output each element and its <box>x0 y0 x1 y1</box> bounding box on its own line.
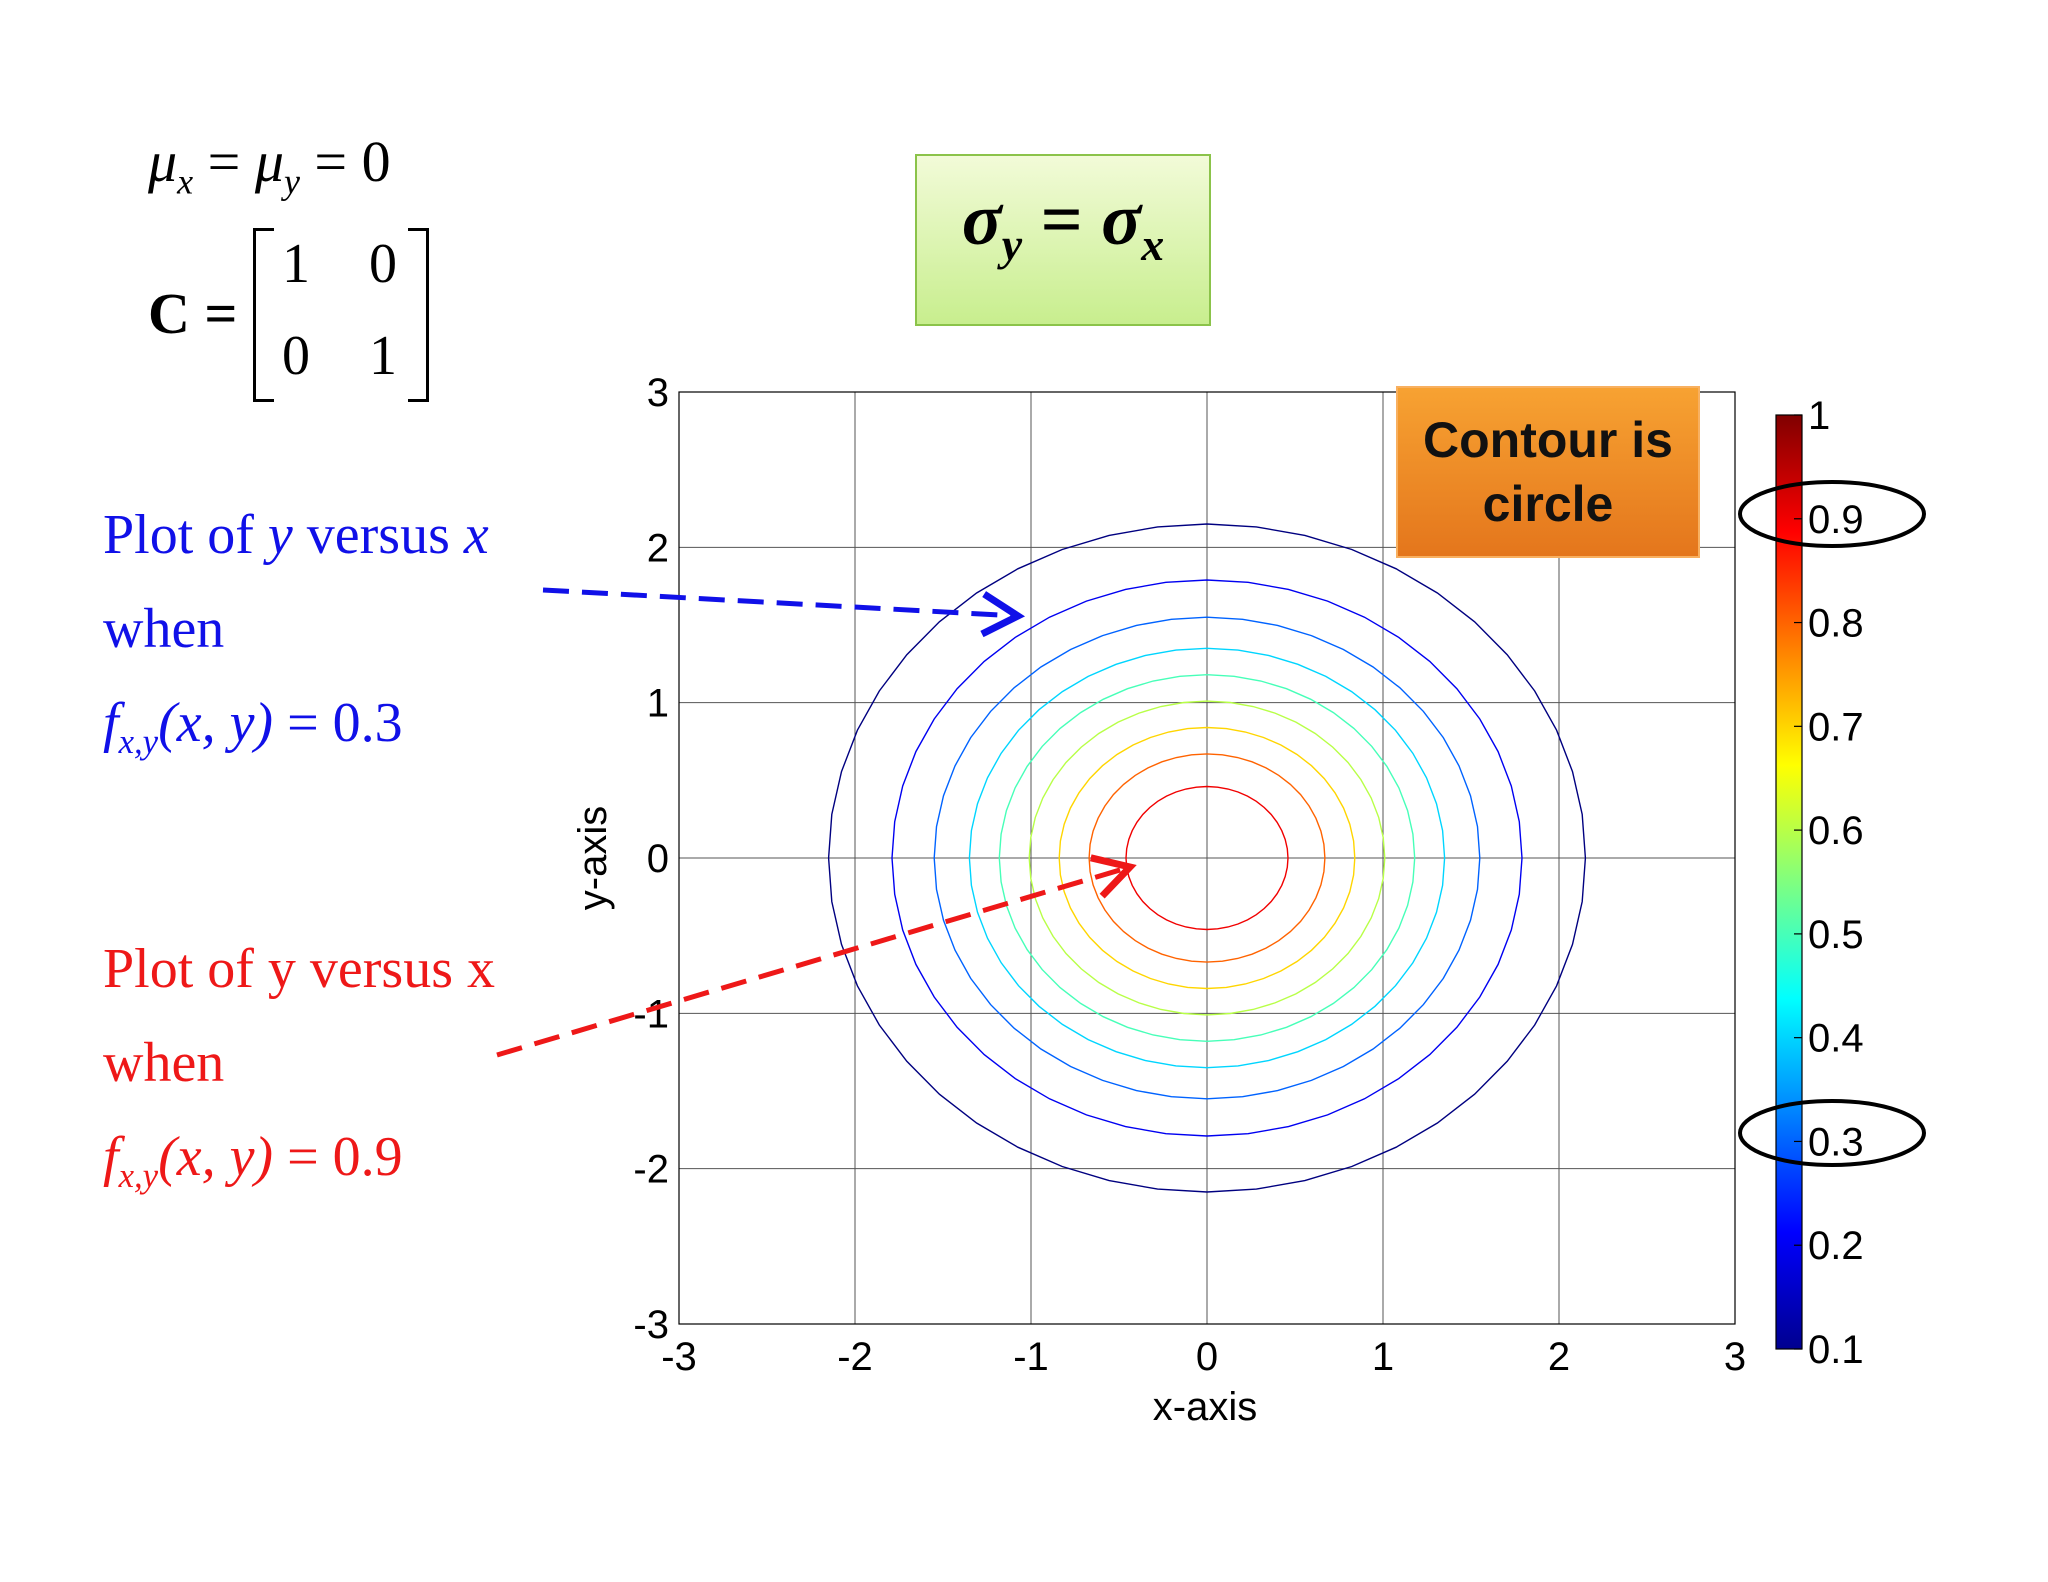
annotation-line-2: when <box>103 598 225 660</box>
colorbar <box>1775 414 1803 1350</box>
highlight-ellipse-0-3 <box>1738 1099 1926 1167</box>
mu-y-symbol: μ <box>254 129 284 194</box>
y-tick-label: -1 <box>633 992 669 1036</box>
x-tick-label: -1 <box>1013 1335 1049 1379</box>
mu-x-symbol: μ <box>148 129 178 194</box>
y-tick-labels: -3 -2 -1 0 1 2 3 <box>633 371 669 1347</box>
contour-line <box>827 523 1587 1193</box>
equals-sign: = <box>207 129 241 194</box>
y-tick-label: 2 <box>647 526 669 570</box>
matrix-cell: 0 <box>282 325 310 387</box>
colorbar-tick-label: 0.2 <box>1808 1224 1864 1268</box>
blue-arrow <box>542 587 1026 638</box>
plot-frame <box>678 391 1736 1325</box>
x-tick-label: 1 <box>1372 1335 1394 1379</box>
red-arrow <box>496 854 1137 1058</box>
y-tick-label: 3 <box>647 371 669 415</box>
y-axis-label: y-axis <box>571 806 615 910</box>
y-tick-label: 0 <box>647 837 669 881</box>
x-axis-label: x-axis <box>1153 1385 1257 1429</box>
matrix-cell: 1 <box>369 325 397 387</box>
sigma-y-symbol: σ <box>961 179 1002 261</box>
colorbar-tick-label: 0.4 <box>1808 1017 1864 1061</box>
colorbar-tick-label: 0.8 <box>1808 602 1864 646</box>
mu-y-subscript: y <box>283 161 300 202</box>
annotation-level-0-9: Plot of y versus x when fx,y(x, y) = 0.9 <box>103 922 495 1223</box>
colorbar-tick-label: 0.6 <box>1808 809 1864 853</box>
contour-callout: Contour is circle <box>1396 386 1700 558</box>
matrix-right-bracket <box>408 228 429 402</box>
x-tick-labels: -3 -2 -1 0 1 2 3 <box>661 1335 1746 1379</box>
mu-x-subscript: x <box>177 161 194 202</box>
equals-sign: = <box>314 129 348 194</box>
covariance-matrix: C = 1 0 0 1 <box>148 228 448 402</box>
y-tick-label: 1 <box>647 682 669 726</box>
colorbar-tick-label: 0.9 <box>1808 498 1864 542</box>
x-tick-label: 3 <box>1724 1335 1746 1379</box>
sigma-equality: σy = σx <box>917 178 1209 271</box>
matrix-cell: 1 <box>282 233 310 295</box>
equals-sign: = <box>1040 179 1083 261</box>
contour-lines <box>827 523 1587 1193</box>
annotation-line-2: when <box>103 1032 225 1094</box>
annotation-function: fx,y(x, y) = 0.9 <box>103 1126 403 1196</box>
contour-line <box>891 579 1523 1137</box>
x-tick-label: -2 <box>837 1335 873 1379</box>
colorbar-tick-label: 0.7 <box>1808 705 1864 749</box>
contour-line <box>1028 700 1386 1016</box>
sigma-x-subscript: x <box>1141 219 1165 271</box>
colorbar-tick-label: 1 <box>1808 394 1830 438</box>
y-tick-label: -3 <box>633 1303 669 1347</box>
matrix-left-bracket <box>253 228 274 402</box>
colorbar-tick-label: 0.3 <box>1808 1120 1864 1164</box>
x-tick-label: 0 <box>1196 1335 1218 1379</box>
mean-equation: μx = μy = 0 <box>148 128 391 203</box>
annotation-line-1: Plot of y versus x <box>103 504 489 566</box>
annotation-line-1: Plot of y versus x <box>103 938 496 1000</box>
colorbar-ticks: 0.1 0.2 0.3 0.4 0.5 0.6 0.7 0.8 0.9 1 <box>1794 394 1864 1372</box>
callout-line-1: Contour is <box>1423 412 1673 468</box>
contour-line <box>998 673 1416 1043</box>
contour-line <box>968 647 1446 1069</box>
annotation-level-0-3: Plot of y versus x when fx,y(x, y) = 0.3 <box>103 488 489 789</box>
contour-line <box>1058 726 1356 990</box>
annotation-function: fx,y(x, y) = 0.3 <box>103 692 403 762</box>
mean-value: 0 <box>361 129 391 194</box>
contour-line <box>933 616 1481 1100</box>
x-tick-label: 2 <box>1548 1335 1570 1379</box>
sigma-equality-box: σy = σx <box>915 154 1211 326</box>
x-tick-label: -3 <box>661 1335 697 1379</box>
matrix-cell: 0 <box>369 233 397 295</box>
highlight-ellipse-0-9 <box>1738 480 1926 548</box>
covariance-label: C = <box>148 281 238 346</box>
contour-line <box>1088 753 1326 963</box>
sigma-y-subscript: y <box>1001 219 1023 271</box>
y-tick-label: -2 <box>633 1148 669 1192</box>
sigma-x-symbol: σ <box>1101 179 1142 261</box>
callout-line-2: circle <box>1482 476 1614 532</box>
colorbar-tick-label: 0.5 <box>1808 913 1864 957</box>
colorbar-tick-label: 0.1 <box>1808 1328 1864 1372</box>
